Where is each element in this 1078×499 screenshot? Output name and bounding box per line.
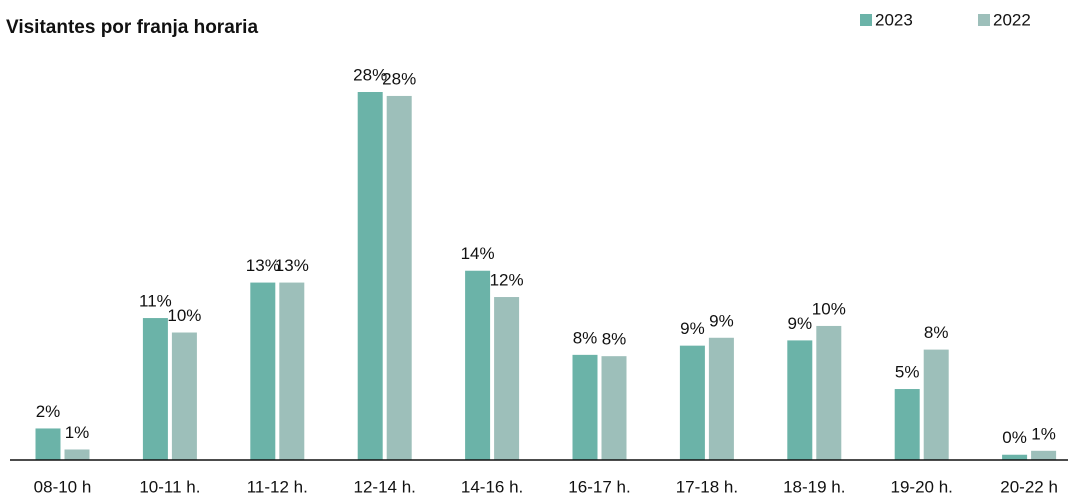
data-label: 1% <box>1031 424 1056 443</box>
bar <box>894 389 920 460</box>
bar <box>465 270 491 460</box>
data-label: 9% <box>709 311 734 330</box>
data-label: 13% <box>246 256 280 275</box>
x-tick-label: 11-12 h. <box>247 477 308 496</box>
bar <box>1031 450 1057 460</box>
data-label: 14% <box>461 244 495 263</box>
data-label: 10% <box>167 306 201 325</box>
data-label: 8% <box>573 328 598 347</box>
bar <box>816 325 842 460</box>
legend-swatch <box>860 14 872 26</box>
legend-label: 2022 <box>993 10 1031 29</box>
data-label: 8% <box>602 330 627 349</box>
bar <box>142 318 168 460</box>
data-label: 11% <box>139 292 172 311</box>
chart-title: Visitantes por franja horaria <box>6 17 258 38</box>
x-tick-label: 18-19 h. <box>783 477 845 496</box>
bar <box>708 337 734 460</box>
data-label: 10% <box>812 299 846 318</box>
x-tick-label: 17-18 h. <box>676 477 738 496</box>
data-label: 28% <box>353 65 387 84</box>
data-label: 9% <box>680 319 705 338</box>
x-tick-label: 14-16 h. <box>461 477 523 496</box>
bar <box>601 356 627 460</box>
x-tick-label: 19-20 h. <box>891 477 953 496</box>
bar <box>357 92 383 460</box>
bar <box>386 95 412 460</box>
bar <box>787 340 813 460</box>
data-label: 5% <box>895 363 920 382</box>
data-label: 0% <box>1002 428 1027 447</box>
data-label: 9% <box>788 314 813 333</box>
data-label: 8% <box>924 323 949 342</box>
bar <box>679 345 705 460</box>
x-tick-label: 16-17 h. <box>568 477 630 496</box>
x-tick-label: 12-14 h. <box>354 477 416 496</box>
bar <box>250 282 276 460</box>
bar <box>1002 454 1028 460</box>
bar <box>923 349 949 460</box>
data-label: 13% <box>275 256 309 275</box>
bar <box>171 332 197 460</box>
data-label: 1% <box>65 423 90 442</box>
x-tick-label: 20-22 h <box>1000 477 1058 496</box>
bar <box>279 282 305 460</box>
x-tick-label: 10-11 h. <box>139 477 200 496</box>
x-tick-label: 08-10 h <box>34 477 92 496</box>
legend-swatch <box>978 14 990 26</box>
data-label: 2% <box>36 402 61 421</box>
bar <box>35 428 61 460</box>
bar <box>494 297 520 460</box>
data-label: 12% <box>490 271 524 290</box>
data-label: 28% <box>382 69 416 88</box>
legend-label: 2023 <box>875 10 913 29</box>
bar <box>64 449 90 460</box>
bar <box>572 354 598 460</box>
